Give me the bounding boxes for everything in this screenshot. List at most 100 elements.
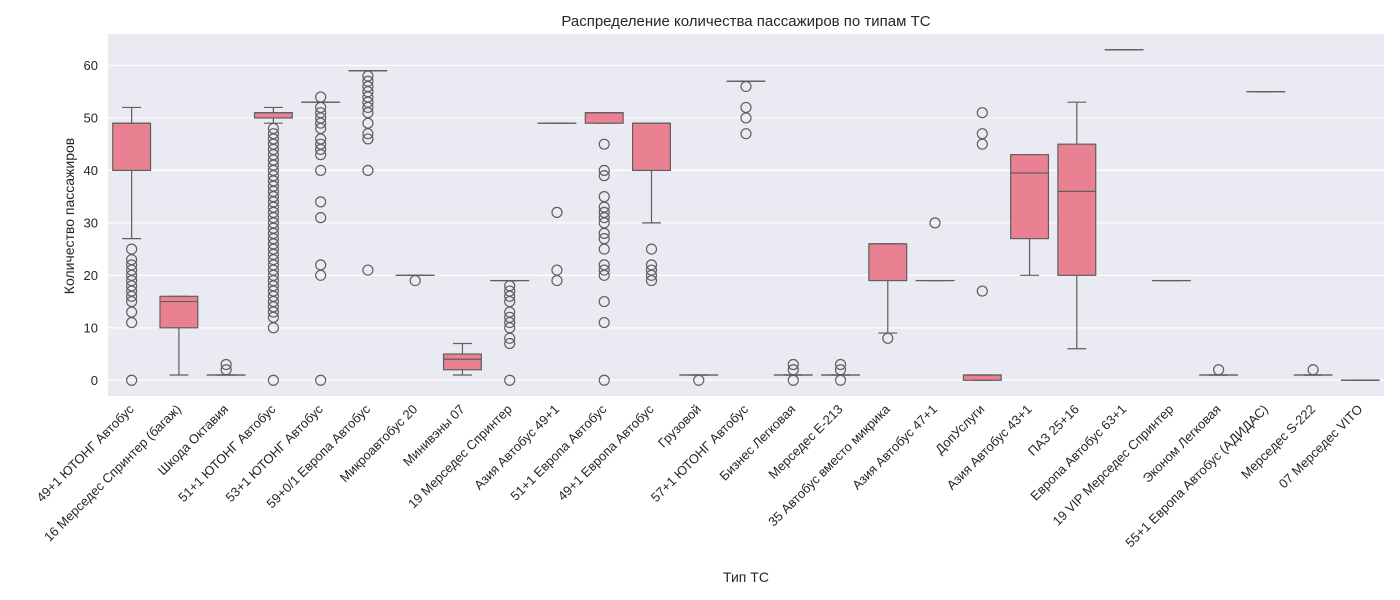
outlier-point [693,374,705,386]
box-group [915,217,955,282]
box [868,243,908,282]
outlier-point [740,80,752,93]
outlier-point [362,70,374,82]
outlier-point [126,243,138,255]
outlier-point [598,206,610,218]
box [1010,154,1050,240]
outlier-point [315,91,327,103]
outlier-point [882,332,894,344]
outlier-point [362,75,374,87]
y-tick-label: 0 [91,373,98,388]
box-group [395,274,435,287]
outlier-point [504,285,516,297]
outlier-point [267,122,280,135]
outlier-point [315,107,327,119]
y-tick-label: 20 [84,268,98,283]
box-group [442,342,482,376]
box [253,112,293,119]
outlier-point [1307,364,1319,376]
outlier-point [551,206,563,218]
outlier-point [787,358,799,371]
outlier-point [740,128,752,140]
outlier-point [362,133,374,145]
box-group [962,107,1002,381]
y-tick-label: 40 [84,163,98,178]
outlier-point [267,374,280,386]
outlier-point [504,374,516,386]
x-tick-label: Азия Автобус 47+1 [849,402,940,493]
outlier-point [598,295,610,308]
box [1057,143,1097,276]
box-group [773,358,813,386]
x-tick-label: Азия Автобус 49+1 [471,402,562,493]
y-tick-label: 50 [84,110,98,125]
box-group [159,295,199,376]
y-axis-label: Количество пассажиров [61,138,77,294]
box-group [253,106,293,386]
box-group [112,106,152,386]
outlier-point [598,374,610,386]
outlier-point [976,128,988,140]
outlier-point [315,164,327,177]
outlier-point [220,364,232,376]
x-tick-label: Грузовой [655,402,704,451]
outlier-point [126,374,138,386]
outlier-point [362,164,374,177]
outlier-point [1212,364,1225,376]
outlier-point [267,128,280,140]
box-group [1010,154,1050,276]
y-tick-label: 30 [84,215,98,230]
y-tick-label: 60 [84,58,98,73]
outlier-point [598,259,610,271]
y-tick-labels: 0 10 20 30 40 50 60 [84,58,98,388]
outlier-point [598,316,610,329]
outlier-point [645,264,658,276]
x-tick-label: Азия Автобус 43+1 [944,402,1035,493]
box [631,122,671,172]
outlier-point [834,364,847,376]
outlier-point [315,138,327,150]
box-group [537,122,577,287]
box-group [1199,364,1239,376]
x-tick-label: 49+1 Европа Автобус [555,401,657,503]
x-axis-label: Тип ТС [723,569,769,585]
box [584,112,624,124]
box [442,353,482,371]
outlier-point [220,358,232,371]
box-group [821,358,861,386]
outlier-point [504,280,516,292]
box-group [868,243,908,344]
box-group [490,279,530,386]
outlier-point [929,217,941,229]
box [112,122,152,172]
box-group [726,80,766,140]
outlier-point [362,264,374,276]
y-tick-label: 10 [84,320,98,335]
outlier-point [976,107,988,119]
outlier-point [504,337,516,350]
outlier-point [315,374,327,386]
plot-background [108,34,1384,396]
x-tick-label: 07 Мерседес VITO [1276,402,1366,492]
box [962,374,1002,381]
box-group [1293,364,1333,376]
outlier-point [598,264,610,276]
outlier-point [409,274,421,287]
outlier-point [315,196,327,208]
chart-title: Распределение количества пассажиров по т… [561,13,930,30]
box-group [348,70,388,276]
box-group [679,374,719,386]
box-group [1057,101,1097,350]
outlier-point [645,259,658,271]
outlier-point [315,259,327,271]
outlier-point [598,191,610,203]
outlier-point [787,364,799,376]
box-group [584,112,624,386]
outlier-point [598,164,610,177]
outlier-point [834,358,847,371]
box-series [112,49,1380,386]
box-group [301,91,341,386]
